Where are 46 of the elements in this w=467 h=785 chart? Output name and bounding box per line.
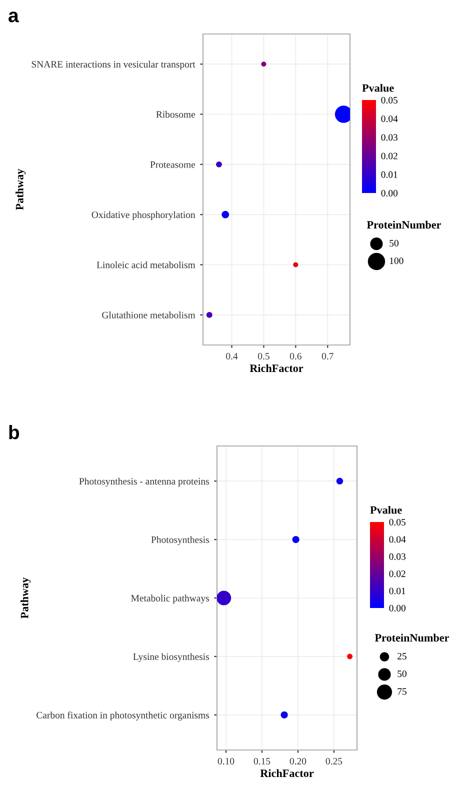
y-tick-label: Oxidative phosphorylation <box>92 211 196 220</box>
y-tick-label: Photosynthesis - antenna proteins <box>79 478 210 487</box>
y-tick-label: Linoleic acid metabolism <box>96 261 196 268</box>
color-bar-label: 0.04 <box>381 116 398 122</box>
y-tick-label: Photosynthesis <box>151 536 210 546</box>
text: b <box>9 425 20 440</box>
legend-label: 100 <box>390 258 404 264</box>
x-tick-label: 0.10 <box>218 758 234 765</box>
color-bar-label: 0.04 <box>389 536 406 543</box>
text: a <box>8 12 19 22</box>
y-tick-label: Carbon fixation in photosynthetic organisms <box>36 712 210 720</box>
y-tick-label: Proteasome <box>150 161 196 168</box>
y-tick-label: SNARE interactions in vesicular transport <box>32 60 196 70</box>
color-bar-label: 0.00 <box>389 604 406 612</box>
color-bar-label: 0.03 <box>389 553 406 560</box>
legend-label: 75 <box>398 688 406 695</box>
y-tick-label: Ribosome <box>156 110 196 118</box>
legend-title: ProteinNumber <box>374 634 449 642</box>
x-tick-label: 0.4 <box>226 352 238 360</box>
color-bar-label: 0.03 <box>381 134 398 141</box>
x-tick-label: 0.7 <box>322 352 334 360</box>
legend-label: 50 <box>398 670 406 678</box>
x-tick-label: 0.15 <box>254 758 270 765</box>
y-axis-title: Pathway <box>20 577 31 618</box>
x-tick-label: 0.25 <box>326 758 342 765</box>
x-axis-title: RichFactor <box>250 364 304 372</box>
color-bar-title: Pvalue <box>370 506 402 514</box>
y-tick-label: Metabolic pathways <box>131 594 210 604</box>
color-bar-label: 0.05 <box>389 518 406 526</box>
color-bar-label: 0.01 <box>389 588 406 594</box>
x-tick-label: 0.20 <box>290 758 306 765</box>
color-bar-label: 0.01 <box>381 171 398 178</box>
legend-title: ProteinNumber <box>366 220 441 229</box>
x-tick-label: 0.5 <box>258 352 270 360</box>
x-tick-label: 0.6 <box>290 352 302 360</box>
x-axis-title: RichFactor <box>260 769 314 778</box>
color-bar-label: 0.05 <box>381 96 398 104</box>
color-bar-label: 0.00 <box>381 190 398 197</box>
y-axis-title: Pathway <box>16 168 26 210</box>
y-tick-label: Glutathione metabolism <box>102 312 196 318</box>
color-bar-title: Pvalue <box>362 84 394 92</box>
y-tick-label: Lysine biosynthesis <box>133 653 210 662</box>
legend-label: 50 <box>390 240 398 246</box>
color-bar-label: 0.02 <box>389 570 406 578</box>
color-bar-label: 0.02 <box>381 152 398 160</box>
legend-label: 25 <box>398 652 406 660</box>
